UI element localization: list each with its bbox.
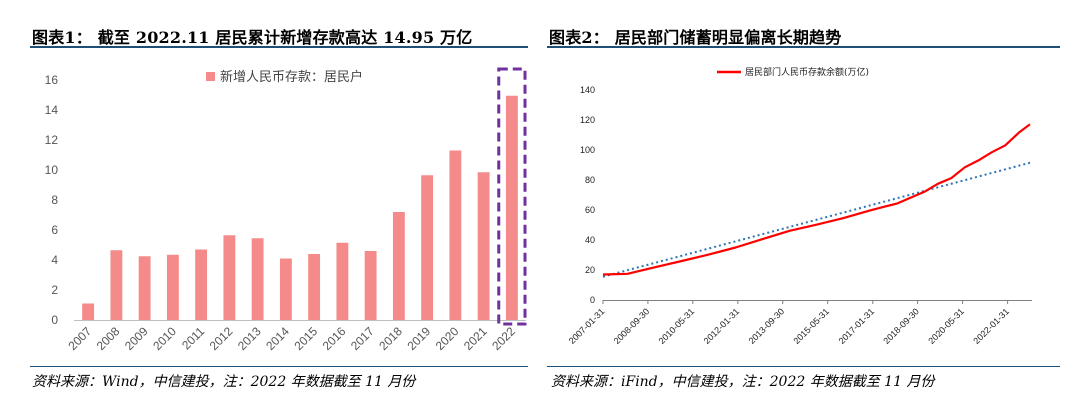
y-tick-label: 0 (51, 313, 58, 327)
right-title-rule (547, 46, 1060, 48)
x-tick-label: 2008-09-30 (612, 306, 652, 346)
y-tick-label: 10 (45, 163, 59, 177)
x-tick-label: 2020-05-31 (926, 306, 966, 346)
x-tick-label: 2012 (207, 324, 236, 353)
x-tick-label: 2018 (376, 324, 405, 353)
bar-2013 (251, 238, 264, 320)
right-panel: 图表2： 居民部门储蓄明显偏离长期趋势 0 20 40 60 80 100 120 140 20… (545, 0, 1080, 406)
x-tick-label: 2020 (433, 324, 462, 353)
x-tick-label: 2022-01-31 (971, 306, 1011, 346)
bar-2021 (477, 172, 490, 320)
x-tick-label: 2014 (263, 324, 292, 353)
x-tick-label: 2018-09-30 (881, 306, 921, 346)
bar-2014 (279, 258, 292, 320)
x-tick-label: 2017 (348, 324, 377, 353)
right-source-rule (547, 366, 1060, 367)
series-line-deposits (602, 123, 1031, 276)
right-figure-title: 图表2： 居民部门储蓄明显偏离长期趋势 (549, 28, 842, 47)
x-tick-label: 2013-09-30 (747, 306, 787, 346)
bar-2022 (505, 95, 518, 320)
y-tick-label: 16 (45, 73, 59, 87)
x-tick-label: 2017-01-31 (837, 306, 877, 346)
bar-2017 (364, 251, 377, 320)
x-tick-label: 2012-01-31 (702, 306, 742, 346)
y-tick-label: 2 (51, 283, 58, 297)
y-tick-label: 14 (45, 103, 59, 117)
x-tick-label: 2013 (235, 324, 264, 353)
y-tick-label: 60 (585, 205, 595, 215)
x-tick-label: 2011 (179, 324, 207, 352)
legend-label: 居民部门人民币存款余额(万亿) (745, 66, 869, 78)
x-tick-label: 2015-05-31 (791, 306, 831, 346)
y-tick-label: 8 (51, 193, 58, 207)
bar-2018 (392, 212, 405, 320)
y-tick-label: 100 (580, 145, 595, 155)
x-tick-label: 2019 (404, 324, 433, 353)
bar-2010 (166, 254, 179, 320)
y-tick-label: 4 (51, 253, 58, 267)
bar-2015 (308, 254, 321, 320)
y-tick-label: 12 (45, 133, 59, 147)
highlight-box-2022 (497, 67, 527, 326)
left-source-rule (30, 366, 528, 367)
bar-2007 (82, 303, 95, 320)
left-source-note: 资料来源：Wind，中信建投，注：2022 年数据截至 11 月份 (32, 374, 416, 390)
x-tick-label: 2016 (320, 324, 349, 353)
y-tick-label: 140 (580, 85, 595, 95)
y-tick-label: 40 (585, 235, 595, 245)
trend-line (602, 161, 1031, 278)
left-panel: 图表1： 截至 2022.11 居民累计新增存款高达 14.95 万亿 0 2 4 6… (0, 0, 530, 406)
x-tick-label: 2015 (291, 324, 320, 353)
y-tick-label: 80 (585, 175, 595, 185)
x-tick-label: 2010-05-31 (657, 306, 697, 346)
bar-2011 (195, 249, 208, 320)
x-tick-label: 2008 (94, 324, 123, 353)
y-tick-label: 0 (590, 295, 595, 305)
left-figure-title: 图表1： 截至 2022.11 居民累计新增存款高达 14.95 万亿 (32, 28, 473, 47)
x-tick-label: 2009 (122, 324, 151, 353)
x-tick-label: 2007 (65, 324, 94, 353)
y-tick-label: 20 (585, 265, 595, 275)
bar-2009 (138, 256, 151, 320)
x-tick-label: 2021 (461, 324, 490, 353)
y-tick-label: 120 (580, 115, 595, 125)
legend-swatch (206, 72, 215, 81)
y-tick-label: 6 (51, 223, 58, 237)
left-title-rule (30, 46, 528, 48)
bar-2019 (421, 175, 434, 320)
bar-2020 (449, 150, 462, 320)
bar-2016 (336, 242, 349, 320)
x-tick-label: 2007-01-31 (567, 306, 607, 346)
legend-label: 新增人民币存款：居民户 (220, 69, 363, 85)
x-tick-label: 2010 (150, 324, 179, 353)
x-tick-label: 2022 (489, 324, 518, 353)
right-source-note: 资料来源：iFind，中信建投，注：2022 年数据截至 11 月份 (551, 374, 935, 390)
bar-2008 (110, 250, 123, 320)
bar-2012 (223, 235, 236, 320)
